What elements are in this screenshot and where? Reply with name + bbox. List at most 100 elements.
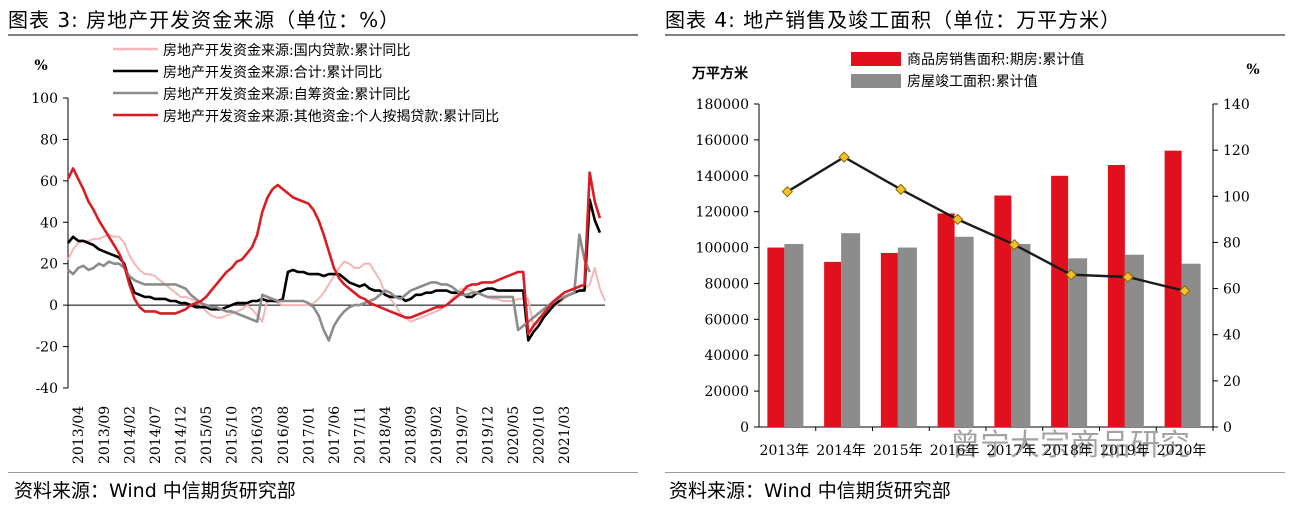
right-y-tick-label: 120 — [1223, 143, 1250, 159]
bar-completion-area — [1011, 243, 1031, 427]
x-tick-label: 2015年 — [873, 443, 923, 459]
x-tick-label: 2021/03 — [557, 406, 573, 464]
x-tick-label: 2019/12 — [480, 406, 496, 464]
figure-3-title: 图表 3: 房地产开发资金来源（单位：%） — [8, 8, 401, 32]
x-tick-label: 2016/03 — [250, 406, 266, 464]
right-axis-unit-label: % — [1246, 62, 1259, 78]
x-tick-label: 2014/12 — [174, 406, 190, 464]
y-tick-label: 40 — [40, 215, 58, 231]
ratio-marker — [895, 183, 907, 196]
x-tick-label: 2017/06 — [327, 406, 343, 464]
figure-3-panel: 图表 3: 房地产开发资金来源（单位：%） % -40 -20 0 20 40 60 80 10… — [0, 0, 640, 505]
bar-completion-area — [784, 243, 804, 427]
x-tick-label: 2018/04 — [378, 406, 394, 464]
ratio-marker — [1178, 285, 1191, 297]
x-tick-label: 2018年 — [1043, 443, 1093, 459]
y-tick-label: -40 — [35, 381, 58, 397]
left-y-tick-label: 100000 — [696, 241, 749, 257]
legend-swatch-sales — [851, 52, 901, 66]
x-tick-label: 2014/02 — [122, 406, 138, 464]
ratio-line — [786, 155, 1185, 293]
left-y-tick-label: 180000 — [696, 97, 749, 113]
series-line-2 — [66, 198, 602, 342]
left-y-tick-label: 80000 — [704, 276, 749, 292]
x-tick-label: 2013/04 — [71, 406, 87, 464]
ratio-marker — [838, 151, 850, 163]
left-y-tick-label: 120000 — [696, 205, 749, 221]
left-y-tick-label: 160000 — [696, 133, 749, 149]
sales-completion-bar-chart: 万平方米 % 0 20000 40000 60000 80000 100000 120000 14… — [691, 52, 1260, 459]
bar-sales-area — [937, 213, 955, 427]
bar-sales-area — [1107, 165, 1125, 427]
right-y-tick-label: 60 — [1223, 282, 1241, 298]
bar-completion-area — [1124, 254, 1144, 427]
left-y-tick-label: 0 — [740, 420, 749, 436]
watermark-text: 曾宁大宗商品研究 — [950, 428, 1190, 463]
ratio-marker — [951, 213, 964, 226]
bar-completion-area — [1068, 258, 1088, 427]
legend-swatch-completion — [851, 74, 901, 88]
x-tick-label: 2017/01 — [301, 406, 317, 464]
series-line-3 — [67, 233, 591, 342]
legend-label-2: 房地产开发资金来源:合计:累计同比 — [163, 65, 382, 81]
bar-sales-area — [767, 247, 785, 427]
x-tick-label: 2013年 — [760, 443, 810, 459]
x-tick-label: 2019/07 — [455, 406, 471, 464]
x-tick-label: 2017/11 — [353, 406, 369, 464]
ratio-marker — [1122, 271, 1134, 283]
y-tick-label: 80 — [40, 132, 58, 148]
x-tick-label: 2019年 — [1100, 443, 1150, 459]
legend-label-sales: 商品房销售面积:期房:累计值 — [907, 52, 1084, 68]
right-y-tick-label: 80 — [1223, 235, 1241, 251]
x-tick-label: 2020/10 — [532, 406, 548, 464]
x-tick-label: 2019/02 — [429, 406, 445, 464]
bar-completion-area — [954, 236, 974, 427]
left-y-tick-label: 20000 — [704, 384, 749, 400]
ratio-marker — [781, 185, 794, 198]
bar-sales-area — [880, 252, 898, 427]
y-tick-label: 20 — [40, 257, 58, 273]
right-y-tick-label: 100 — [1223, 189, 1250, 205]
left-y-tick-label: 60000 — [704, 312, 749, 328]
legend-label-1: 房地产开发资金来源:国内贷款:累计同比 — [163, 43, 410, 59]
bar-completion-area — [897, 247, 917, 427]
y-tick-label: 100 — [31, 91, 58, 107]
bar-sales-area — [824, 261, 842, 427]
figure-3-source: 资料来源：Wind 中信期货研究部 — [14, 480, 296, 502]
y-axis-unit-label: % — [34, 58, 47, 74]
title-rule — [8, 34, 638, 36]
ratio-marker — [1065, 269, 1077, 281]
left-axis-unit-label: 万平方米 — [691, 65, 749, 82]
legend-label-3: 房地产开发资金来源:自筹资金:累计同比 — [163, 86, 410, 103]
x-tick-label: 2017年 — [987, 443, 1037, 459]
funding-source-line-chart: % -40 -20 0 20 40 60 80 100 2013/04 2013/09 2014/02… — [31, 43, 606, 464]
x-tick-label: 2016/08 — [276, 406, 292, 464]
x-tick-label: 2014年 — [816, 443, 866, 459]
y-tick-label: -20 — [35, 340, 58, 356]
bar-sales-area — [1051, 175, 1069, 427]
figure-4-panel: 图表 4: 地产销售及竣工面积（单位：万平方米） 万平方米% 0 20000 4000… — [655, 0, 1290, 505]
figure-4-title: 图表 4: 地产销售及竣工面积（单位：万平方米） — [665, 8, 1122, 32]
source-rule — [665, 472, 1285, 473]
x-tick-label: 2018/09 — [404, 406, 420, 464]
bar-completion-area — [841, 233, 861, 427]
series-line-4 — [66, 167, 602, 336]
legend-label-completion: 房屋竣工面积:累计值 — [907, 74, 1038, 90]
right-y-tick-label: 20 — [1223, 374, 1241, 390]
left-y-tick-label: 40000 — [704, 348, 749, 364]
y-tick-label: 60 — [40, 174, 58, 190]
left-y-tick-label: 140000 — [696, 169, 749, 185]
x-tick-label: 2015/10 — [225, 406, 241, 464]
right-y-tick-label: 140 — [1223, 97, 1250, 113]
source-rule — [8, 472, 638, 473]
x-tick-label: 2020年 — [1157, 443, 1207, 459]
x-tick-label: 2014/07 — [148, 406, 164, 464]
x-tick-label: 2020/05 — [506, 406, 522, 464]
y-tick-label: 0 — [49, 298, 58, 314]
x-tick-label: 2016年 — [930, 443, 980, 459]
x-tick-label: 2015/05 — [199, 406, 215, 464]
bar-sales-area — [994, 195, 1012, 427]
right-y-tick-label: 40 — [1223, 328, 1241, 344]
ratio-marker — [1008, 239, 1021, 251]
figure-4-source: 资料来源：Wind 中信期货研究部 — [669, 480, 951, 502]
